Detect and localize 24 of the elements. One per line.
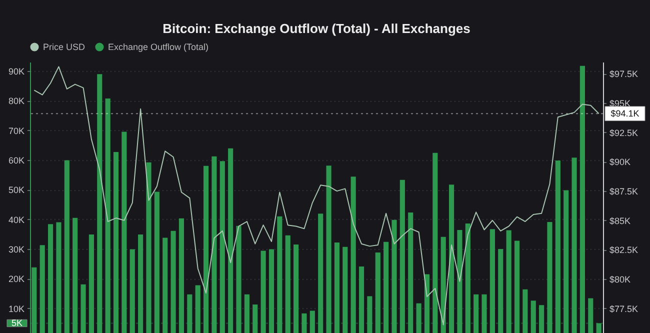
y-tick-label: 70K: [8, 126, 24, 136]
ref-line-label: $94.1K: [610, 108, 640, 119]
y2-tick-label: $87.5K: [610, 186, 638, 197]
y-tick-label: 80K: [8, 96, 24, 106]
y2-tick-label: $97.5K: [610, 69, 638, 80]
y2-tick-label: $85K: [610, 216, 631, 226]
y2-tick-label: $77.5K: [610, 304, 638, 314]
y2-tick-label: $80K: [610, 274, 631, 285]
y-tick-label: 90K: [8, 66, 24, 76]
y-tick-label: 10K: [8, 304, 24, 314]
legend-label: Exchange Outflow (Total): [108, 42, 209, 52]
ref-line-label: 5K: [11, 318, 23, 328]
chart-title: Bitcoin: Exchange Outflow (Total) - All Exchanges: [162, 21, 470, 36]
y2-tick-label: $95K: [610, 98, 631, 109]
y2-tick-label: $92.5K: [610, 128, 638, 138]
y-tick-label: 20K: [8, 274, 24, 284]
y2-tick-label: $82.5K: [610, 245, 638, 256]
y-tick-label: 30K: [8, 244, 24, 254]
legend-label: Price USD: [43, 42, 86, 52]
y2-tick-label: $90K: [610, 157, 631, 168]
line-series: [34, 66, 600, 326]
y-tick-label: 50K: [8, 185, 24, 196]
y-tick-label: 60K: [8, 155, 24, 166]
y-tick-label: 40K: [8, 214, 24, 225]
